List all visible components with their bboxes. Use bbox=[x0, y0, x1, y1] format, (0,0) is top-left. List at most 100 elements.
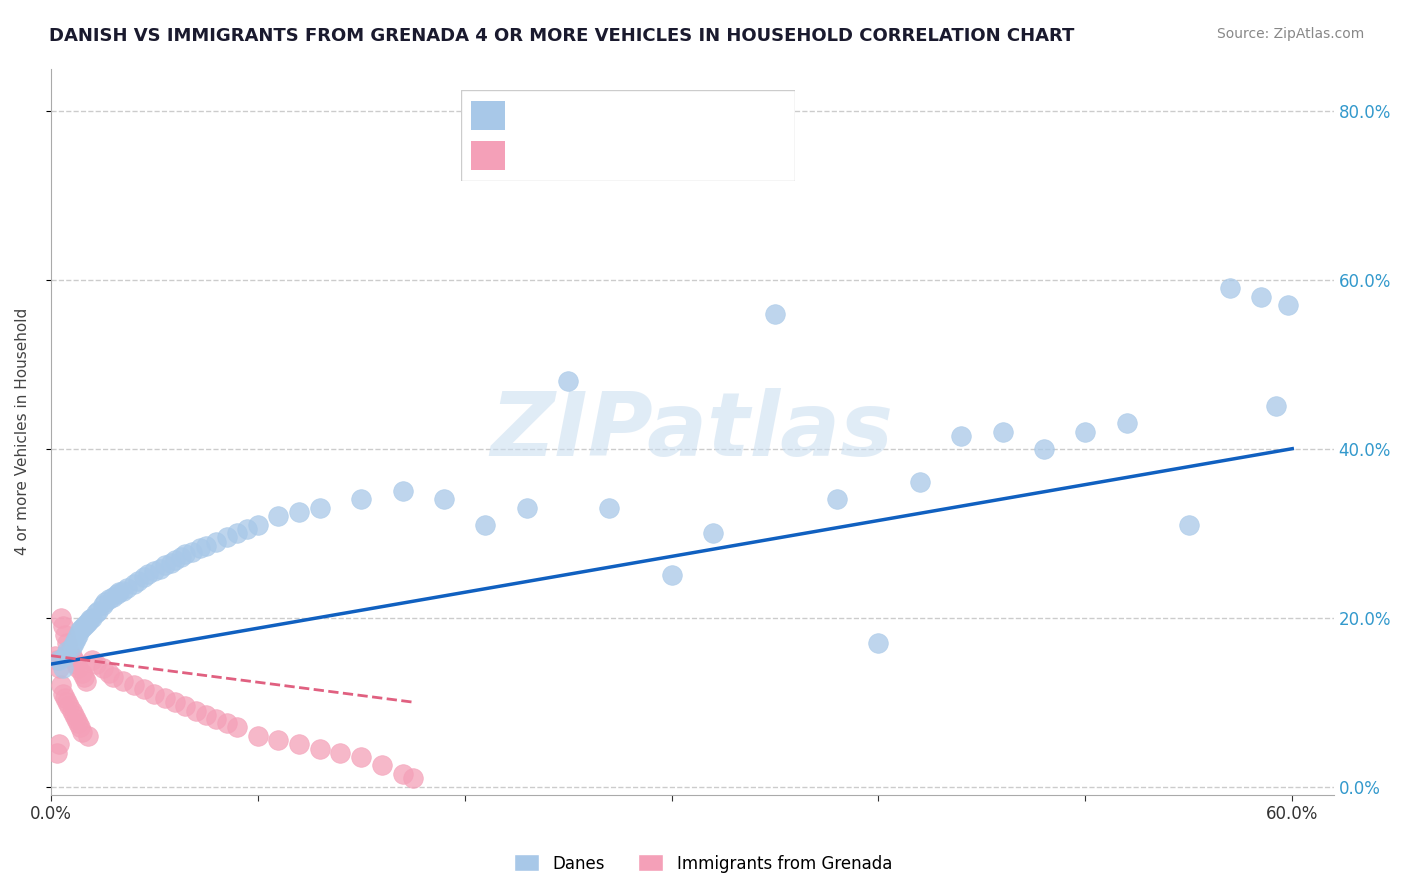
Point bbox=[188, 541, 211, 556]
Point bbox=[91, 661, 114, 675]
Point bbox=[79, 612, 101, 626]
Point bbox=[86, 657, 108, 672]
Point bbox=[226, 526, 249, 541]
Point bbox=[91, 598, 114, 612]
Point bbox=[433, 492, 456, 507]
Point bbox=[70, 665, 93, 680]
Point bbox=[75, 617, 97, 632]
Point bbox=[1074, 425, 1097, 439]
Point bbox=[53, 690, 76, 705]
Point bbox=[70, 724, 93, 739]
Point bbox=[105, 587, 128, 601]
Point bbox=[101, 590, 124, 604]
Point bbox=[69, 721, 91, 735]
Point bbox=[66, 716, 89, 731]
Point bbox=[69, 624, 91, 638]
Point bbox=[73, 619, 96, 633]
Point bbox=[702, 526, 724, 541]
Point bbox=[101, 670, 124, 684]
Point bbox=[205, 534, 228, 549]
Point bbox=[763, 306, 786, 320]
Text: ZIPatlas: ZIPatlas bbox=[491, 388, 894, 475]
Point bbox=[93, 595, 115, 609]
Point bbox=[308, 741, 330, 756]
Point bbox=[53, 627, 76, 641]
Point bbox=[195, 539, 218, 553]
Point bbox=[153, 558, 176, 573]
Point bbox=[598, 500, 620, 515]
Point bbox=[516, 500, 538, 515]
Point bbox=[52, 661, 75, 675]
Point bbox=[60, 648, 83, 663]
Point bbox=[62, 636, 84, 650]
Point bbox=[132, 570, 155, 584]
Point bbox=[56, 644, 79, 658]
Point bbox=[65, 632, 87, 646]
Point bbox=[132, 682, 155, 697]
Point bbox=[60, 704, 83, 718]
Point bbox=[391, 767, 413, 781]
Point bbox=[402, 771, 425, 785]
Point bbox=[82, 610, 104, 624]
Point bbox=[87, 604, 110, 618]
Point bbox=[65, 712, 87, 726]
Point bbox=[195, 707, 218, 722]
Point bbox=[66, 627, 89, 641]
Point bbox=[160, 556, 183, 570]
Point bbox=[122, 577, 145, 591]
Point bbox=[226, 721, 249, 735]
Point bbox=[53, 648, 76, 663]
Point bbox=[127, 574, 149, 589]
Point bbox=[52, 687, 75, 701]
Point bbox=[163, 553, 186, 567]
Point bbox=[143, 564, 166, 578]
Point bbox=[112, 673, 135, 688]
Point bbox=[350, 750, 373, 764]
Point bbox=[371, 758, 394, 772]
Point bbox=[350, 492, 373, 507]
Point bbox=[267, 509, 290, 524]
Point bbox=[236, 522, 259, 536]
Point bbox=[136, 566, 159, 581]
Point bbox=[58, 644, 80, 658]
Point bbox=[65, 657, 87, 672]
Point bbox=[62, 707, 84, 722]
Point bbox=[48, 661, 70, 675]
Point bbox=[77, 615, 100, 629]
Point bbox=[44, 648, 66, 663]
Point bbox=[267, 733, 290, 747]
Point bbox=[908, 475, 931, 490]
Point bbox=[329, 746, 352, 760]
Point bbox=[108, 585, 131, 599]
Point bbox=[97, 665, 120, 680]
Point bbox=[58, 699, 80, 714]
Point bbox=[112, 583, 135, 598]
Point bbox=[825, 492, 848, 507]
Point bbox=[56, 636, 79, 650]
Point bbox=[86, 607, 108, 621]
Point bbox=[46, 746, 69, 760]
Point bbox=[246, 517, 269, 532]
Text: Source: ZipAtlas.com: Source: ZipAtlas.com bbox=[1216, 27, 1364, 41]
Point bbox=[1264, 400, 1286, 414]
Point bbox=[170, 549, 193, 564]
Point bbox=[60, 640, 83, 655]
Point bbox=[868, 636, 890, 650]
Point bbox=[950, 429, 973, 443]
Point bbox=[149, 562, 172, 576]
Point bbox=[51, 678, 73, 692]
Point bbox=[991, 425, 1014, 439]
Point bbox=[51, 610, 73, 624]
Point bbox=[163, 695, 186, 709]
Point bbox=[174, 547, 197, 561]
Point bbox=[246, 729, 269, 743]
Point bbox=[48, 653, 70, 667]
Point bbox=[288, 738, 311, 752]
Point bbox=[474, 517, 496, 532]
Point bbox=[48, 738, 70, 752]
Point bbox=[288, 505, 311, 519]
Point bbox=[1277, 298, 1299, 312]
Legend: Danes, Immigrants from Grenada: Danes, Immigrants from Grenada bbox=[508, 847, 898, 880]
Point bbox=[97, 592, 120, 607]
Point bbox=[1033, 442, 1056, 456]
